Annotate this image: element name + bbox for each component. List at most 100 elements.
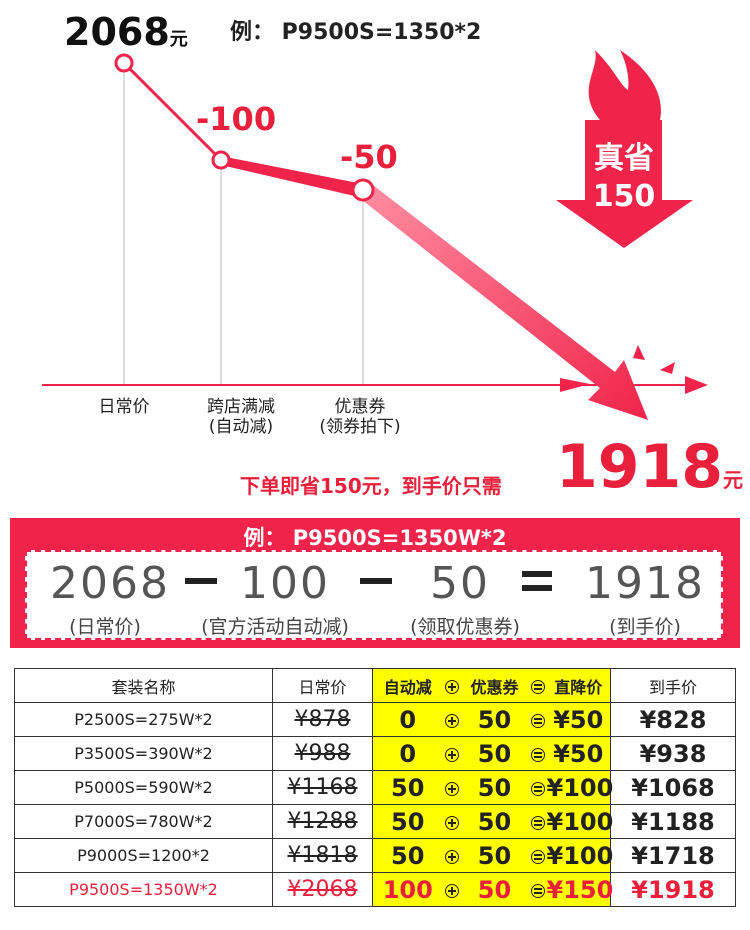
minus-sign — [360, 578, 392, 584]
plus-icon — [444, 815, 459, 830]
coupon-cell: 50 — [460, 702, 529, 737]
regular-price-cell: ¥878 — [272, 702, 373, 737]
icon-bar — [533, 785, 542, 788]
badge-arrow — [556, 120, 693, 248]
name-cell: P9500S=1350W*2 — [14, 872, 273, 907]
icon-bar — [533, 683, 542, 686]
example-text: 例： P9500S=1350*2 — [230, 20, 482, 45]
formula-box — [25, 550, 723, 640]
term-value: 50 — [430, 558, 490, 609]
formula-title: 例： P9500S=1350W*2 — [243, 526, 507, 550]
equals-sign — [522, 585, 552, 591]
operator-cell — [528, 668, 547, 703]
coupon-cell: 50 — [460, 736, 529, 771]
coupon-cell: 优惠券 — [460, 668, 529, 703]
trend-line — [122, 61, 223, 162]
icon-bar — [533, 721, 542, 724]
step-sub: (领券拍下) — [319, 417, 401, 437]
step-label: 跨店满减 — [207, 397, 275, 417]
icon-bar — [533, 823, 542, 826]
operator-cell — [442, 770, 461, 805]
price-cut-cell: ¥50 — [546, 702, 611, 737]
step-change: -50 — [340, 138, 398, 176]
price-cut-cell: ¥100 — [546, 770, 613, 805]
plus-icon — [444, 781, 459, 796]
regular-price-cell: ¥1168 — [272, 770, 373, 805]
operator-cell — [442, 668, 461, 703]
operator-cell — [442, 804, 461, 839]
regular-price-cell: 日常价 — [272, 668, 373, 703]
price-table: 套装名称 日常价 自动减 优惠券 直降价 到手价 P2500S=275W*2 ¥878 0 50 ¥… — [14, 668, 736, 907]
icon-bar — [450, 784, 453, 793]
price-cut-cell: ¥100 — [546, 804, 613, 839]
final-price-cell: ¥828 — [610, 702, 736, 737]
operator-cell — [442, 838, 461, 873]
auto-discount-cell: 自动减 — [372, 668, 443, 703]
table-row: 套装名称 日常价 自动减 优惠券 直降价 到手价 — [14, 668, 736, 703]
spark — [633, 345, 645, 360]
icon-bar — [450, 818, 453, 827]
table-row: P5000S=590W*2 ¥1168 50 50 ¥100 ¥1068 — [14, 770, 736, 805]
equals-icon — [530, 747, 545, 762]
coupon-cell: 50 — [460, 804, 529, 839]
name-cell: P5000S=590W*2 — [14, 770, 273, 805]
coupon-cell: 50 — [460, 838, 529, 873]
icon-bar — [533, 789, 542, 792]
point — [351, 178, 375, 202]
regular-price-cell: ¥2068 — [272, 872, 373, 907]
axis-arrow — [560, 378, 590, 392]
operator-cell — [442, 872, 461, 907]
term-note: (领取优惠券) — [410, 616, 520, 638]
plus-icon — [444, 713, 459, 728]
icon-bar — [533, 717, 542, 720]
operator-cell — [442, 736, 461, 771]
icon-bar — [533, 819, 542, 822]
operator-cell — [528, 770, 547, 805]
equals-icon — [530, 679, 545, 694]
term-value: 2068 — [50, 558, 170, 609]
icon-bar — [450, 886, 453, 895]
axis-arrow — [685, 376, 708, 394]
price-cut-cell: ¥150 — [546, 872, 613, 907]
plus-icon — [444, 747, 459, 762]
plus-icon — [444, 679, 459, 694]
icon-bar — [533, 751, 542, 754]
table-row: P9000S=1200*2 ¥1818 50 50 ¥100 ¥1718 — [14, 838, 736, 873]
operator-cell — [528, 804, 547, 839]
table-row: P9500S=1350W*2 ¥2068 100 50 ¥150 ¥1918 — [14, 872, 736, 907]
equals-sign — [522, 571, 552, 577]
equals-icon — [530, 713, 545, 728]
name-cell: 套装名称 — [14, 668, 273, 703]
table-row: P7000S=780W*2 ¥1288 50 50 ¥100 ¥1188 — [14, 804, 736, 839]
name-cell: P9000S=1200*2 — [14, 838, 273, 873]
term-note: (到手价) — [609, 616, 681, 638]
final-value: 1918 — [556, 432, 723, 502]
price-text: 2068 — [64, 10, 170, 54]
icon-bar — [533, 853, 542, 856]
auto-discount-cell: 0 — [372, 736, 443, 771]
final-price-cell: ¥1188 — [610, 804, 736, 839]
icon-bar — [533, 755, 542, 758]
table-row: P3500S=390W*2 ¥988 0 50 ¥50 ¥938 — [14, 736, 736, 771]
icon-bar — [533, 887, 542, 890]
icon-bar — [533, 891, 542, 894]
price-diagram — [42, 50, 708, 420]
icon-bar — [450, 852, 453, 861]
price-cut-cell: ¥50 — [546, 736, 611, 771]
icon-bar — [450, 750, 453, 759]
equals-icon — [530, 883, 545, 898]
minus-sign — [185, 578, 217, 584]
final-price-cell: ¥938 — [610, 736, 736, 771]
spark — [660, 362, 675, 374]
final-text: 下单即省150元，到手价只需 — [240, 474, 502, 498]
icon-bar — [450, 682, 453, 691]
icon-bar — [450, 716, 453, 725]
flame — [588, 50, 661, 120]
term-value: 100 — [240, 558, 330, 609]
term-note: (日常价) — [69, 616, 141, 638]
badge-text: 真省 — [594, 141, 654, 176]
equals-icon — [530, 815, 545, 830]
trend-arrow — [357, 182, 648, 420]
regular-price-cell: ¥1288 — [272, 804, 373, 839]
badge-value: 150 — [592, 179, 656, 214]
